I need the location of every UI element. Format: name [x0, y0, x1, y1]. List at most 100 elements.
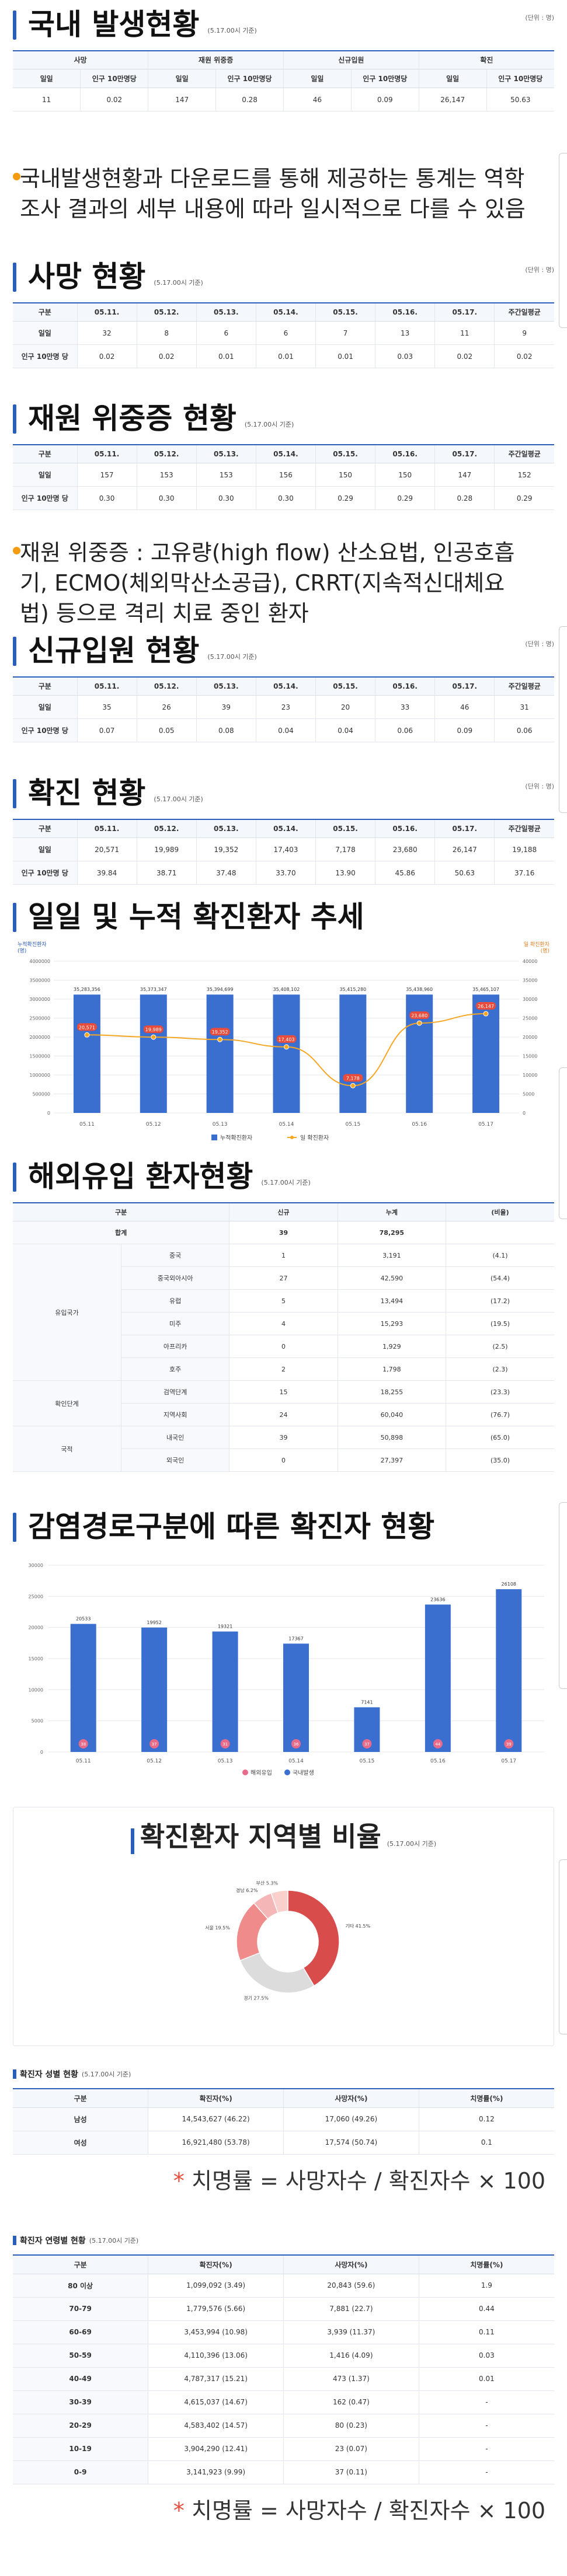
info-dot-icon: [13, 173, 20, 180]
column-header: 05.13.: [196, 444, 256, 463]
table-cell: 156: [256, 463, 316, 487]
table-cell: 14,543,627 (46.22): [148, 2107, 284, 2131]
asterisk-icon: *: [173, 2167, 185, 2194]
y2-tick-label: 10000: [523, 1073, 537, 1078]
column-header: 05.13.: [196, 818, 256, 838]
domestic-table: 사망 재원 위중증 신규입원 확진 일일 인구 10만명당 일일 인구 10만명당 일일 인구 …: [13, 50, 554, 111]
row-label: 인구 10만명 당: [13, 486, 78, 510]
y2-tick-label: 0: [523, 1111, 526, 1116]
column-header: 05.17.: [434, 302, 495, 322]
x-tick-label: 05.12: [146, 1122, 161, 1128]
table-row: 일일 157 153 153 156 150 150 147 152: [13, 463, 554, 487]
row-label: 유럽: [121, 1289, 230, 1313]
y2-tick-label: 35000: [523, 978, 537, 983]
group-header: 사망: [13, 50, 149, 69]
column-header: 주간일평균: [494, 302, 554, 322]
note-severe: 재원 위중증 : 고유량(high flow) 산소요법, 인공호흡기, ECM…: [0, 527, 567, 626]
slice-label: 경남 6.2%: [236, 1887, 258, 1893]
table-cell: 7,178: [315, 837, 376, 861]
row-label: 인구 10만명 당: [13, 861, 78, 885]
table-cell: 19,188: [494, 837, 554, 861]
point-label-bg: [476, 1001, 496, 1010]
x-tick-label: 05.13: [213, 1122, 228, 1128]
point-label-bg: [343, 1073, 363, 1081]
table-cell: 0: [229, 1335, 338, 1358]
table-cell: 13,494: [338, 1289, 447, 1313]
overseas-marker: [504, 1739, 514, 1748]
overseas-label: 38: [81, 1742, 86, 1747]
overseas-marker: [220, 1739, 230, 1748]
table-cell: 26,147: [419, 88, 487, 111]
x-tick-label: 05.17: [478, 1122, 493, 1128]
y-tick-label: 20000: [29, 1625, 43, 1630]
table-row: 인구 10만명 당 39.84 38.71 37.48 33.70 13.90 45.86 5…: [13, 861, 554, 885]
table-cell: 1,416 (4.09): [283, 2344, 419, 2368]
x-tick-label: 05.12: [147, 1758, 162, 1764]
asterisk-icon: *: [173, 2497, 185, 2523]
overseas-marker: [433, 1739, 443, 1748]
table-row: 아프리카 0 1,929 (2.5): [13, 1335, 554, 1358]
legend-label: 일 확진환자: [300, 1135, 329, 1142]
table-cell: 0.06: [375, 718, 436, 742]
overseas-label: 37: [152, 1742, 157, 1747]
column-header: 05.13.: [196, 302, 256, 322]
overseas-section: 해외유입 환자현황 (5.17.00시 기준) 구분 신규 누계 (비율) 합계 39 78,…: [0, 1152, 567, 1502]
point-label: 20,571: [79, 1025, 95, 1030]
table-cell: 4,583,402 (14.57): [148, 2414, 284, 2438]
table-cell: 46: [434, 695, 495, 719]
row-label: 일일: [13, 463, 78, 487]
table-cell: 0.28: [215, 88, 284, 111]
x-tick-label: 05.15: [345, 1122, 360, 1128]
table-row: 유럽 5 13,494 (17.2): [13, 1289, 554, 1313]
table-row: 유입국가 중국 1 3,191 (4.1): [13, 1244, 554, 1381]
table-cell: 0.30: [137, 486, 197, 510]
column-header: 05.14.: [256, 444, 316, 463]
bar-cumulative: [273, 994, 300, 1113]
table-cell: 0.09: [434, 718, 495, 742]
table-cell: 13: [375, 321, 436, 345]
overseas-marker: [291, 1739, 301, 1748]
row-label: 중국외아시아: [121, 1266, 230, 1290]
table-cell: 4,110,396 (13.06): [148, 2344, 284, 2368]
table-cell: (23.3): [446, 1380, 554, 1404]
table-row: 60-69 3,453,994 (10.98) 3,939 (11.37) 0.11: [13, 2320, 554, 2344]
table-cell: 37.48: [196, 861, 256, 885]
column-header: 주간일평균: [494, 444, 554, 463]
column-header: 05.17.: [434, 444, 495, 463]
trend-section: 일일 및 누적 확진환자 추세 누적확진환자 (명) 일 확진환자 (명) 400000…: [0, 892, 567, 1219]
table-cell: 1,779,576 (5.66): [148, 2297, 284, 2321]
column-header: 05.12.: [137, 676, 197, 696]
title-marker: [13, 636, 16, 666]
column-header: 확진자(%): [148, 2254, 284, 2274]
title-marker: [13, 902, 16, 932]
table-cell: -: [419, 2390, 554, 2414]
point-label: 19,352: [212, 1029, 228, 1035]
asof-label: (5.17.00시 기준): [154, 278, 203, 287]
domestic-section: 국내 발생현황 (5.17.00시 기준) (단위 : 명) 사망 재원 위중증 신규…: [0, 0, 567, 153]
x-tick-label: 05.17: [501, 1758, 516, 1764]
point-label-bg: [210, 1027, 230, 1035]
bar-domestic: [425, 1604, 451, 1752]
row-label: 0-9: [13, 2460, 149, 2484]
table-cell: 33: [375, 695, 436, 719]
x-tick-label: 05.14: [279, 1122, 294, 1128]
y2-tick-label: 20000: [523, 1035, 537, 1040]
side-bracket: [559, 153, 567, 328]
table-cell: 50.63: [486, 88, 554, 111]
point-label: 23,680: [411, 1013, 427, 1018]
row-label: 남성: [13, 2107, 149, 2131]
column-header: 치명률(%): [419, 2254, 554, 2274]
table-cell: 0.30: [196, 486, 256, 510]
table-row: 지역사회 24 60,040 (76.7): [13, 1403, 554, 1426]
table-cell: 0.02: [494, 344, 554, 368]
column-header: 05.11.: [77, 676, 137, 696]
fatality-formula: * 치명률 = 사망자수 / 확진자수 × 100: [13, 2484, 554, 2534]
table-row: 80 이상 1,099,092 (3.49) 20,843 (59.6) 1.9: [13, 2274, 554, 2298]
table-row: 국적 내국인 39 50,898 (65.0): [13, 1426, 554, 1472]
unit-label: (단위 : 명): [525, 783, 554, 790]
table-cell: (4.1): [446, 1244, 554, 1267]
table-cell: 7: [315, 321, 376, 345]
row-label: 20-29: [13, 2414, 149, 2438]
left-axis-label: 누적확진환자: [18, 941, 47, 948]
